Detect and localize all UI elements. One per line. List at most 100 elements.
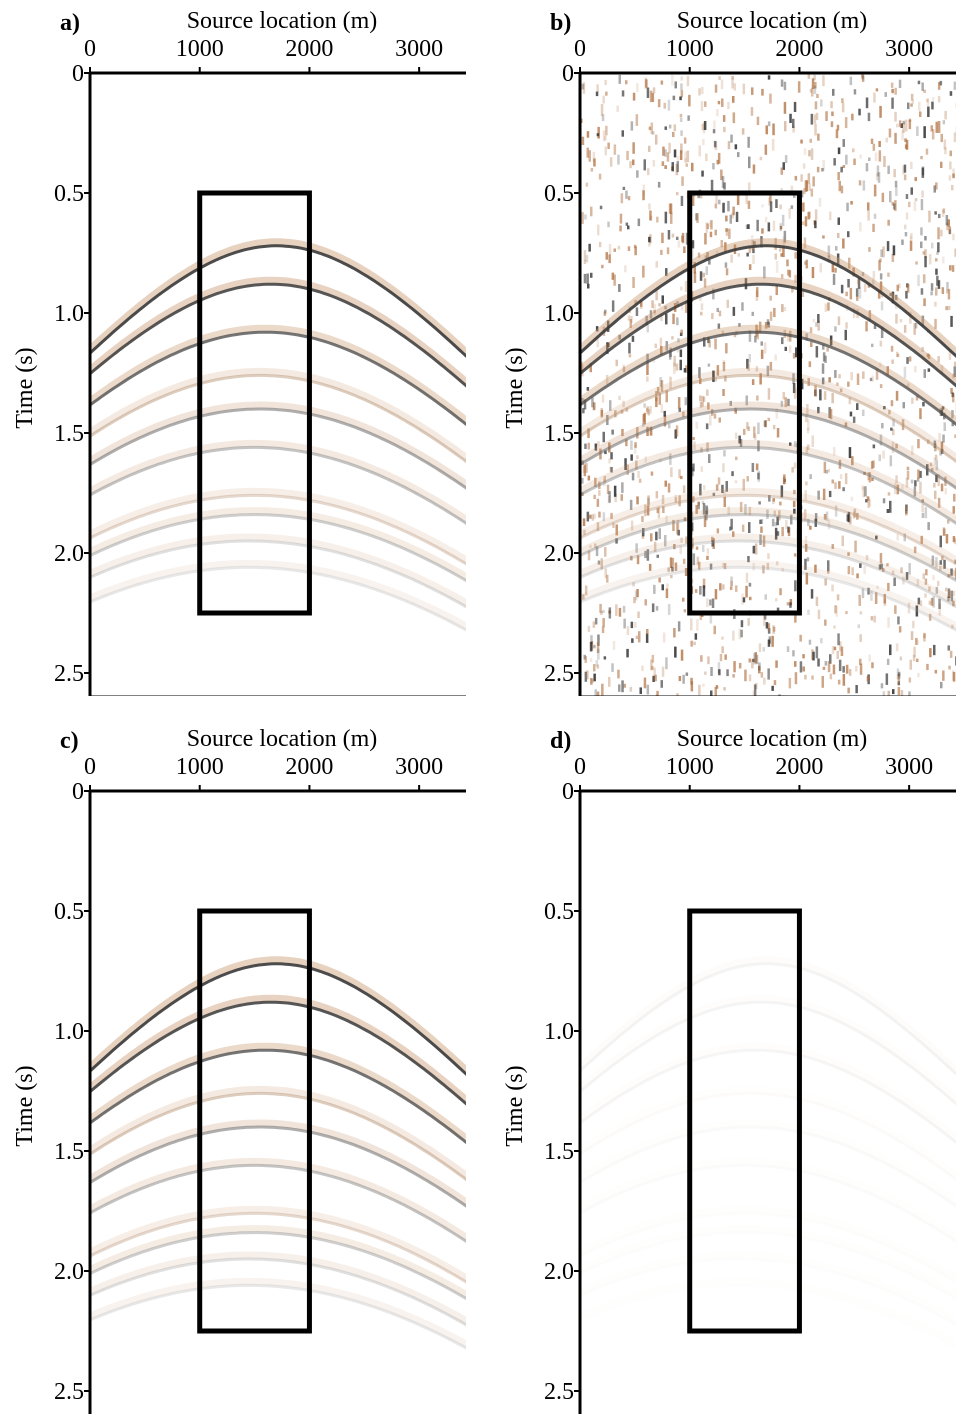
noise-speck xyxy=(666,247,670,255)
event-lobe xyxy=(580,507,956,581)
noise-speck xyxy=(602,95,605,104)
noise-speck xyxy=(838,659,842,672)
noise-speck xyxy=(730,254,733,263)
noise-speck xyxy=(868,247,871,252)
noise-speck xyxy=(613,274,616,286)
noise-speck xyxy=(886,563,889,567)
event-lobe xyxy=(580,487,956,564)
noise-speck xyxy=(661,161,665,166)
noise-speck xyxy=(804,558,807,570)
noise-speck xyxy=(729,526,732,531)
noise-speck xyxy=(950,387,953,394)
noise-speck xyxy=(597,441,600,446)
noise-speck xyxy=(896,123,899,128)
y-tick-label: 1.5 xyxy=(544,1139,574,1165)
noise-speck xyxy=(630,454,633,461)
x-tick-label: 0 xyxy=(574,754,586,780)
noise-speck xyxy=(726,669,729,677)
event-trace xyxy=(580,330,956,427)
noise-speck xyxy=(682,411,685,418)
noise-speck xyxy=(618,74,621,84)
noise-speck xyxy=(651,603,655,613)
noise-speck xyxy=(746,252,749,257)
noise-speck xyxy=(782,162,785,170)
noise-speck xyxy=(651,92,655,102)
noise-speck xyxy=(882,498,886,504)
noise-speck xyxy=(807,377,810,386)
noise-speck xyxy=(947,219,950,227)
noise-speck xyxy=(823,391,827,400)
noise-speck xyxy=(837,172,840,181)
noise-speck xyxy=(582,82,586,94)
noise-speck xyxy=(715,195,718,204)
noise-speck xyxy=(786,646,790,652)
y-tick-label: 0 xyxy=(562,61,574,87)
noise-speck xyxy=(836,650,839,660)
noise-speck xyxy=(667,567,670,572)
noise-speck xyxy=(790,205,794,209)
noise-speck xyxy=(636,496,639,505)
noise-speck xyxy=(587,550,591,561)
noise-speck xyxy=(636,589,639,598)
noise-speck xyxy=(644,550,647,559)
noise-speck xyxy=(921,347,924,352)
noise-speck xyxy=(691,245,694,258)
noise-speck xyxy=(827,519,831,530)
noise-speck xyxy=(676,191,679,196)
event-trace xyxy=(90,1283,466,1350)
noise-speck xyxy=(622,400,625,408)
noise-speck xyxy=(827,255,831,263)
noise-speck xyxy=(882,450,885,459)
noise-speck xyxy=(721,646,724,654)
noise-speck xyxy=(937,280,941,289)
noise-speck xyxy=(939,565,942,571)
panel-label: d) xyxy=(550,728,571,754)
noise-speck xyxy=(765,125,768,135)
noise-speck xyxy=(699,401,703,408)
noise-speck xyxy=(763,677,766,685)
noise-speck xyxy=(611,429,614,435)
noise-speck xyxy=(609,157,613,167)
noise-speck xyxy=(750,107,754,116)
noise-speck xyxy=(858,594,861,598)
noise-speck xyxy=(705,423,709,430)
noise-speck xyxy=(680,83,683,91)
noise-speck xyxy=(583,259,587,264)
noise-speck xyxy=(710,179,714,191)
noise-speck xyxy=(606,484,610,495)
noise-speck xyxy=(738,435,741,444)
noise-speck xyxy=(646,629,649,635)
noise-speck xyxy=(621,130,624,137)
noise-speck xyxy=(598,490,601,496)
noise-speck xyxy=(659,337,663,346)
noise-speck xyxy=(945,215,949,226)
noise-speck xyxy=(840,166,843,173)
noise-speck xyxy=(897,687,901,695)
noise-speck xyxy=(668,142,671,154)
noise-speck xyxy=(775,261,779,273)
noise-speck xyxy=(652,131,655,135)
noise-speck xyxy=(911,397,914,404)
event-lobe xyxy=(90,1119,466,1207)
noise-speck xyxy=(654,343,657,349)
noise-speck xyxy=(745,224,749,229)
noise-speck xyxy=(856,573,859,579)
noise-speck xyxy=(930,598,934,606)
noise-speck xyxy=(729,400,732,406)
noise-speck xyxy=(848,447,852,459)
noise-speck xyxy=(633,596,636,604)
noise-speck xyxy=(804,180,808,192)
noise-speck xyxy=(718,669,721,676)
y-tick-label: 1.0 xyxy=(54,301,84,327)
noise-speck xyxy=(788,678,792,689)
noise-speck xyxy=(598,241,602,248)
noise-speck xyxy=(645,79,648,88)
noise-speck xyxy=(653,584,656,594)
noise-speck xyxy=(773,680,777,686)
noise-speck xyxy=(632,582,635,587)
noise-speck xyxy=(933,440,937,448)
noise-speck xyxy=(809,138,812,143)
x-tick-label: 3000 xyxy=(885,754,933,780)
noise-speck xyxy=(591,397,594,408)
noise-speck xyxy=(895,390,899,401)
